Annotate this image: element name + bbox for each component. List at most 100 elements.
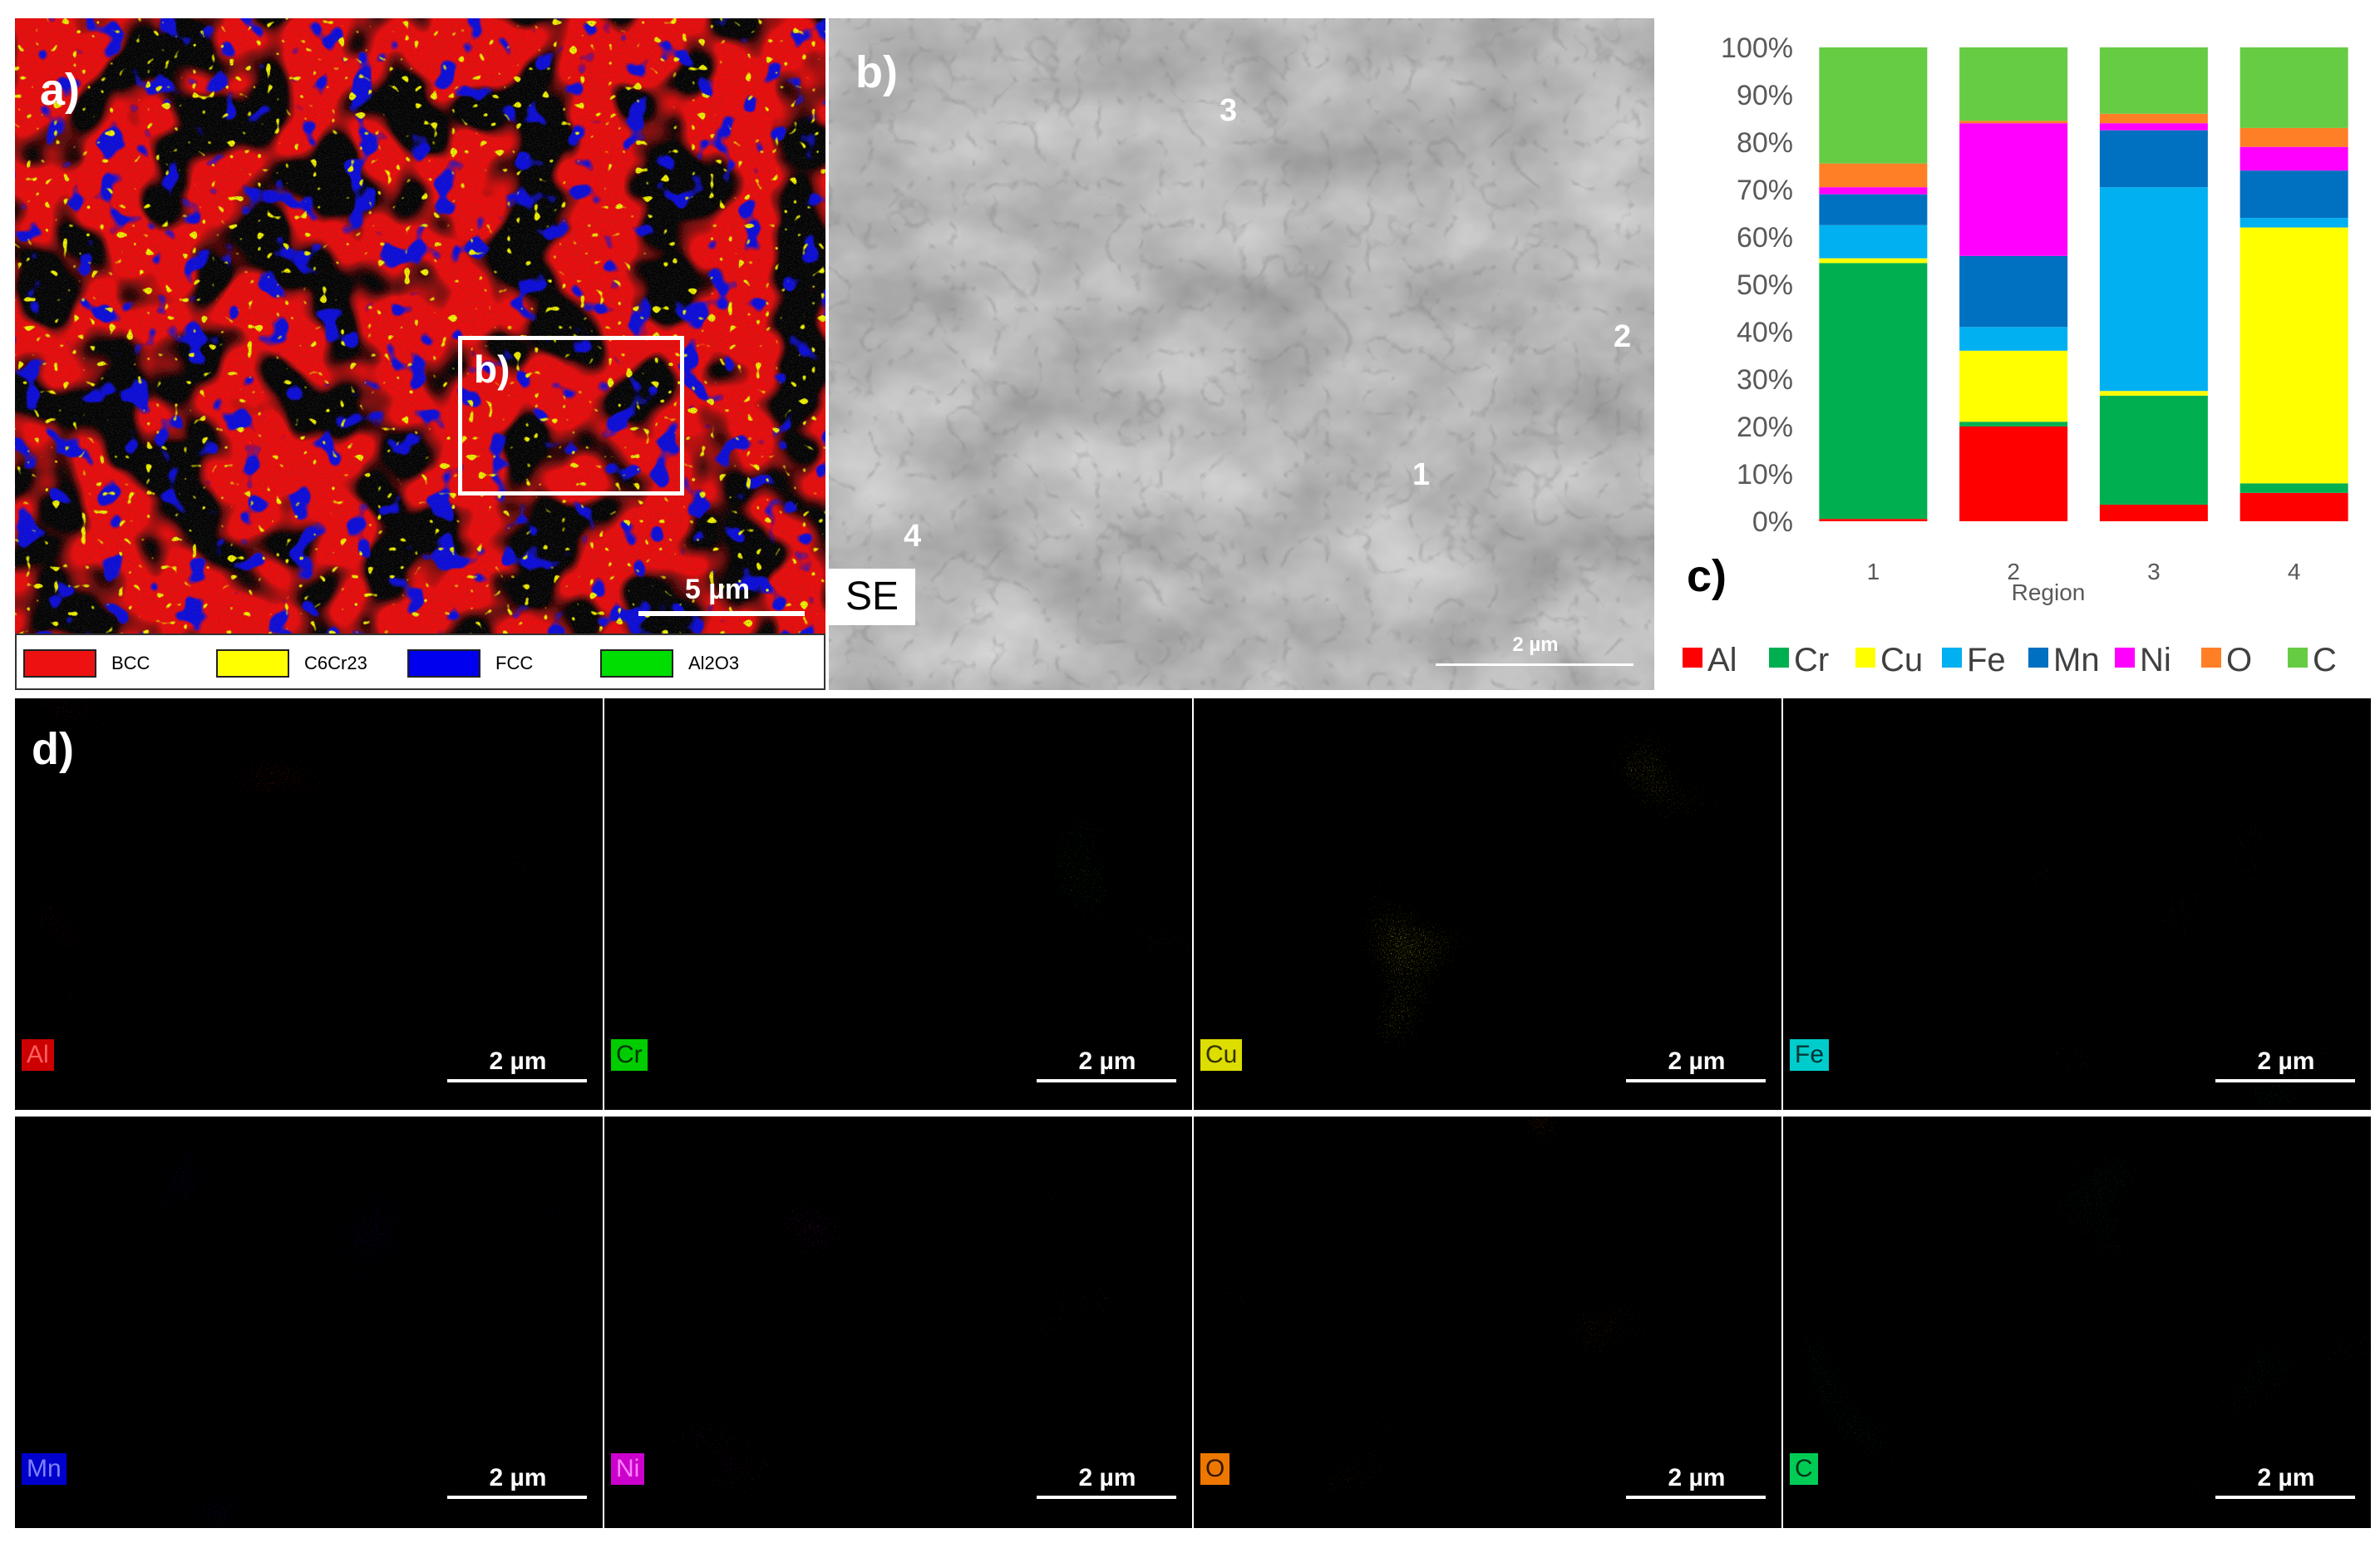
phase-legend-al2o3: Al2O3 xyxy=(600,645,739,682)
bar-segment-o-region-4 xyxy=(2240,127,2348,147)
panel-d: Al 2 µm Cr 2 µm Cu 2 µm Fe 2 µm Mn 2 µm Ni 2 µm O 2 µ… xyxy=(15,698,2371,1530)
region-label-1: 1 xyxy=(1412,457,1431,492)
legend-swatch xyxy=(2201,648,2221,668)
bar-segment-fe-region-3 xyxy=(2099,187,2208,392)
x-tick-label: 2 xyxy=(2007,559,2020,584)
legend-label: Fe xyxy=(1967,642,2006,678)
map-scale-bar xyxy=(2215,1079,2355,1082)
bar-segment-o-region-2 xyxy=(1959,121,2068,124)
phase-legend: BCC C6Cr23 FCC Al2O3 xyxy=(15,634,825,690)
element-badge: Fe xyxy=(1790,1039,1830,1071)
y-tick-label: 60% xyxy=(1737,222,1793,254)
panel-a-scale-bar xyxy=(638,611,805,616)
phase-map-image xyxy=(15,18,825,634)
legend-swatch xyxy=(1769,648,1789,668)
bar-segment-fe-region-4 xyxy=(2240,218,2348,228)
element-badge: Cu xyxy=(1200,1039,1243,1071)
bar-segment-mn-region-1 xyxy=(1819,194,1928,225)
map-scale-label: 2 µm xyxy=(1668,1464,1726,1491)
y-tick-label: 30% xyxy=(1737,364,1793,396)
legend-swatch xyxy=(1855,648,1875,668)
legend-swatch xyxy=(23,649,96,678)
y-tick-label: 40% xyxy=(1737,317,1793,348)
bar-segment-ni-region-1 xyxy=(1819,187,1928,195)
inset-box-label: b) xyxy=(474,348,510,391)
panel-b-letter: b) xyxy=(855,47,898,97)
panel-b-scale-label: 2 µm xyxy=(1512,634,1559,656)
legend-entry-cu: Cu xyxy=(1855,642,1923,678)
legend-entry-o: O xyxy=(2201,642,2252,678)
map-scale-label: 2 µm xyxy=(489,1048,547,1075)
bar-segment-al-region-4 xyxy=(2240,492,2348,521)
map-scale-bar xyxy=(447,1496,587,1499)
legend-entry-mn: Mn xyxy=(2028,642,2100,678)
bar-segment-fe-region-2 xyxy=(1959,327,2068,351)
se-badge: SE xyxy=(829,569,915,625)
eds-map-o: O 2 µm xyxy=(1194,1117,1781,1528)
map-scale-bar xyxy=(2215,1496,2355,1499)
panel-d-letter: d) xyxy=(32,724,74,774)
element-badge: C xyxy=(1790,1453,1818,1485)
phase-legend-bcc: BCC xyxy=(23,645,150,682)
y-tick-label: 100% xyxy=(1721,32,1793,64)
legend-label: Al2O3 xyxy=(688,653,740,673)
map-scale-label: 2 µm xyxy=(1668,1048,1726,1075)
legend-entry-c: C xyxy=(2288,642,2337,678)
eds-map-cu: Cu 2 µm xyxy=(1194,698,1781,1110)
x-tick-label: 3 xyxy=(2147,559,2161,584)
panel-c-letter: c) xyxy=(1687,551,1727,601)
bar-segment-al-region-1 xyxy=(1819,519,1928,521)
map-scale-bar xyxy=(1626,1079,1766,1082)
legend-swatch xyxy=(600,649,673,678)
bar-segment-o-region-1 xyxy=(1819,163,1928,188)
bar-segment-cu-region-1 xyxy=(1819,258,1928,264)
element-badge: Ni xyxy=(611,1453,645,1485)
legend-label: Al xyxy=(1707,642,1737,678)
eds-map-al: Al 2 µm xyxy=(15,698,603,1110)
map-scale-label: 2 µm xyxy=(2257,1464,2315,1491)
panel-c: 0% 10% 20% 30% 40% 50% 60% 70% 80% 90% 100% 1 2 3 4 R… xyxy=(1658,18,2380,690)
map-scale-label: 2 µm xyxy=(1078,1048,1136,1075)
map-scale-label: 2 µm xyxy=(489,1464,547,1491)
panel-a-letter: a) xyxy=(40,65,81,115)
bar-segment-mn-region-4 xyxy=(2240,170,2348,219)
bar-segment-mn-region-3 xyxy=(2099,130,2208,188)
legend-entry-fe: Fe xyxy=(1942,642,2006,678)
element-badge: Mn xyxy=(22,1453,67,1485)
legend-swatch xyxy=(407,649,480,678)
region-label-4: 4 xyxy=(904,519,922,554)
element-badge: O xyxy=(1200,1453,1230,1485)
stacked-bar-chart: 0% 10% 20% 30% 40% 50% 60% 70% 80% 90% 100% 1 2 3 4 R… xyxy=(1683,32,2348,678)
map-scale-bar xyxy=(1037,1496,1176,1499)
bar-segment-ni-region-4 xyxy=(2240,146,2348,171)
legend-label: C6Cr23 xyxy=(304,653,367,673)
y-tick-label: 50% xyxy=(1737,269,1793,301)
bar-segment-fe-region-1 xyxy=(1819,224,1928,259)
phase-legend-c6cr23: C6Cr23 xyxy=(216,645,367,682)
phase-legend-fcc: FCC xyxy=(407,645,533,682)
legend-entry-cr: Cr xyxy=(1769,642,1829,678)
map-scale-bar xyxy=(447,1079,587,1082)
panel-b-scale-bar xyxy=(1436,663,1633,666)
element-badge: Cr xyxy=(611,1039,648,1071)
bar-segment-cr-region-2 xyxy=(1959,422,2068,426)
eds-map-fe: Fe 2 µm xyxy=(1783,698,2371,1110)
y-tick-label: 20% xyxy=(1737,412,1793,443)
legend-label: BCC xyxy=(111,653,150,673)
bar-segment-al-region-2 xyxy=(1959,426,2068,521)
legend-swatch xyxy=(1942,648,1962,668)
legend-label: Cr xyxy=(1794,642,1829,678)
bar-segment-cr-region-3 xyxy=(2099,395,2208,505)
map-scale-label: 2 µm xyxy=(2257,1048,2315,1075)
legend-swatch xyxy=(2288,648,2308,668)
bar-segment-cu-region-2 xyxy=(1959,350,2068,422)
bar-segment-c-region-3 xyxy=(2099,47,2208,114)
legend-swatch xyxy=(216,649,289,678)
x-tick-label: 4 xyxy=(2288,559,2301,584)
map-scale-bar xyxy=(1626,1496,1766,1499)
legend-label: Mn xyxy=(2053,642,2100,678)
region-label-2: 2 xyxy=(1614,319,1632,354)
bar-segment-cu-region-4 xyxy=(2240,227,2348,484)
eds-map-mn: Mn 2 µm xyxy=(15,1117,603,1528)
inset-box xyxy=(458,336,684,495)
